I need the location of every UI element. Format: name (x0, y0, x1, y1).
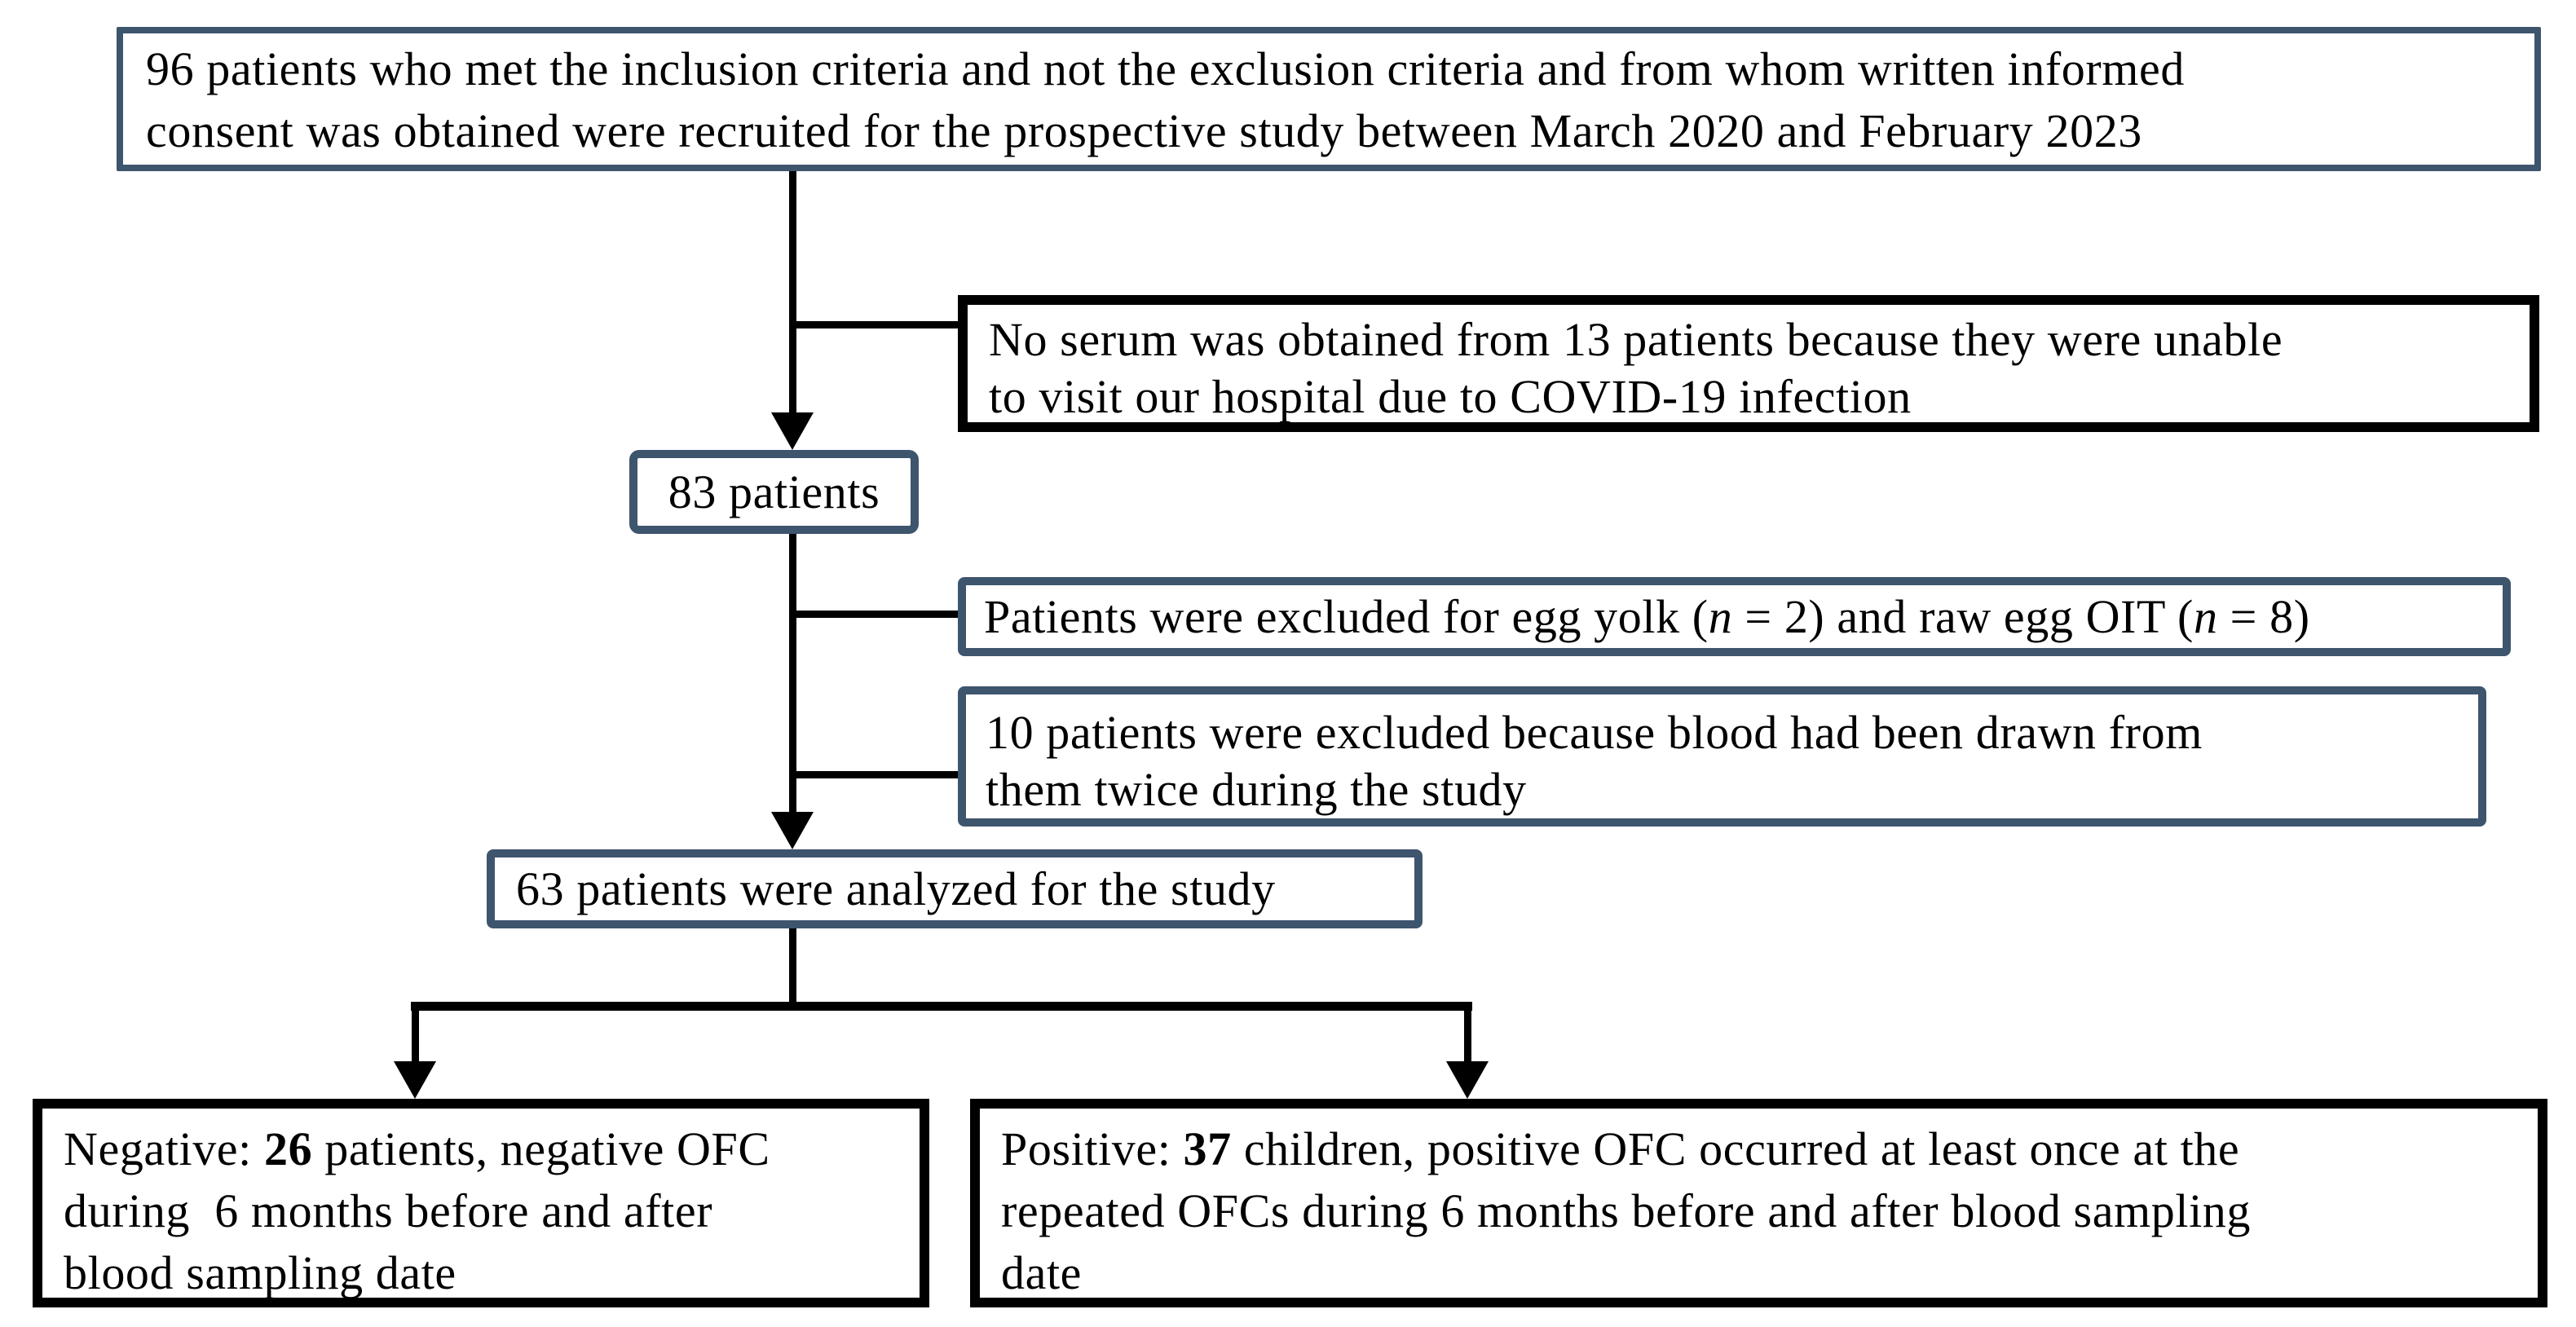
text-line: 10 patients were excluded because blood … (986, 706, 2203, 759)
text-line: blood sampling date (64, 1246, 457, 1299)
box-egg-yolk-excluded: Patients were excluded for egg yolk (n =… (958, 577, 2511, 656)
connector-split-horizontal (411, 1002, 1472, 1011)
arrowhead-down-icon (394, 1061, 436, 1099)
connector-83-to-63 (789, 534, 796, 819)
connector-63-to-split (789, 928, 796, 1010)
text-line: Positive: 37 children, positive OFC occu… (1001, 1122, 2240, 1175)
text-line: 96 patients who met the inclusion criter… (146, 42, 2185, 95)
connector-branch-blood-twice (789, 771, 958, 778)
text-line: No serum was obtained from 13 patients b… (989, 313, 2283, 366)
text-line: them twice during the study (986, 763, 1527, 816)
arrowhead-down-icon (1446, 1061, 1489, 1099)
box-blood-twice-excluded: 10 patients were excluded because blood … (958, 686, 2486, 827)
arrowhead-down-icon (771, 412, 814, 450)
text-line: Negative: 26 patients, negative OFC (64, 1122, 770, 1175)
connector-split-to-negative (412, 1007, 419, 1065)
connector-branch-egg-yolk (789, 611, 958, 618)
text-line: date (1001, 1246, 1083, 1299)
text-line: repeated OFCs during 6 months before and… (1001, 1184, 2251, 1237)
connector-branch-no-serum (789, 321, 958, 328)
box-63-analyzed-label: 63 patients were analyzed for the study (516, 862, 1276, 915)
text-line: Patients were excluded for egg yolk (n =… (984, 590, 2310, 643)
arrowhead-down-icon (771, 812, 814, 849)
box-63-analyzed: 63 patients were analyzed for the study (487, 849, 1423, 928)
box-positive-group: Positive: 37 children, positive OFC occu… (970, 1099, 2547, 1307)
text-line: during 6 months before and after (64, 1184, 713, 1237)
connector-split-to-positive (1464, 1007, 1471, 1065)
box-83-patients: 83 patients (629, 450, 919, 534)
text-line: to visit our hospital due to COVID-19 in… (989, 370, 1912, 423)
box-83-patients-label: 83 patients (668, 465, 880, 518)
connector-recruited-to-83 (789, 171, 796, 416)
box-recruited: 96 patients who met the inclusion criter… (117, 27, 2541, 171)
box-negative-group: Negative: 26 patients, negative OFC durin… (33, 1099, 929, 1307)
box-no-serum-excluded: No serum was obtained from 13 patients b… (958, 295, 2539, 432)
text-line: consent was obtained were recruited for … (146, 104, 2142, 157)
